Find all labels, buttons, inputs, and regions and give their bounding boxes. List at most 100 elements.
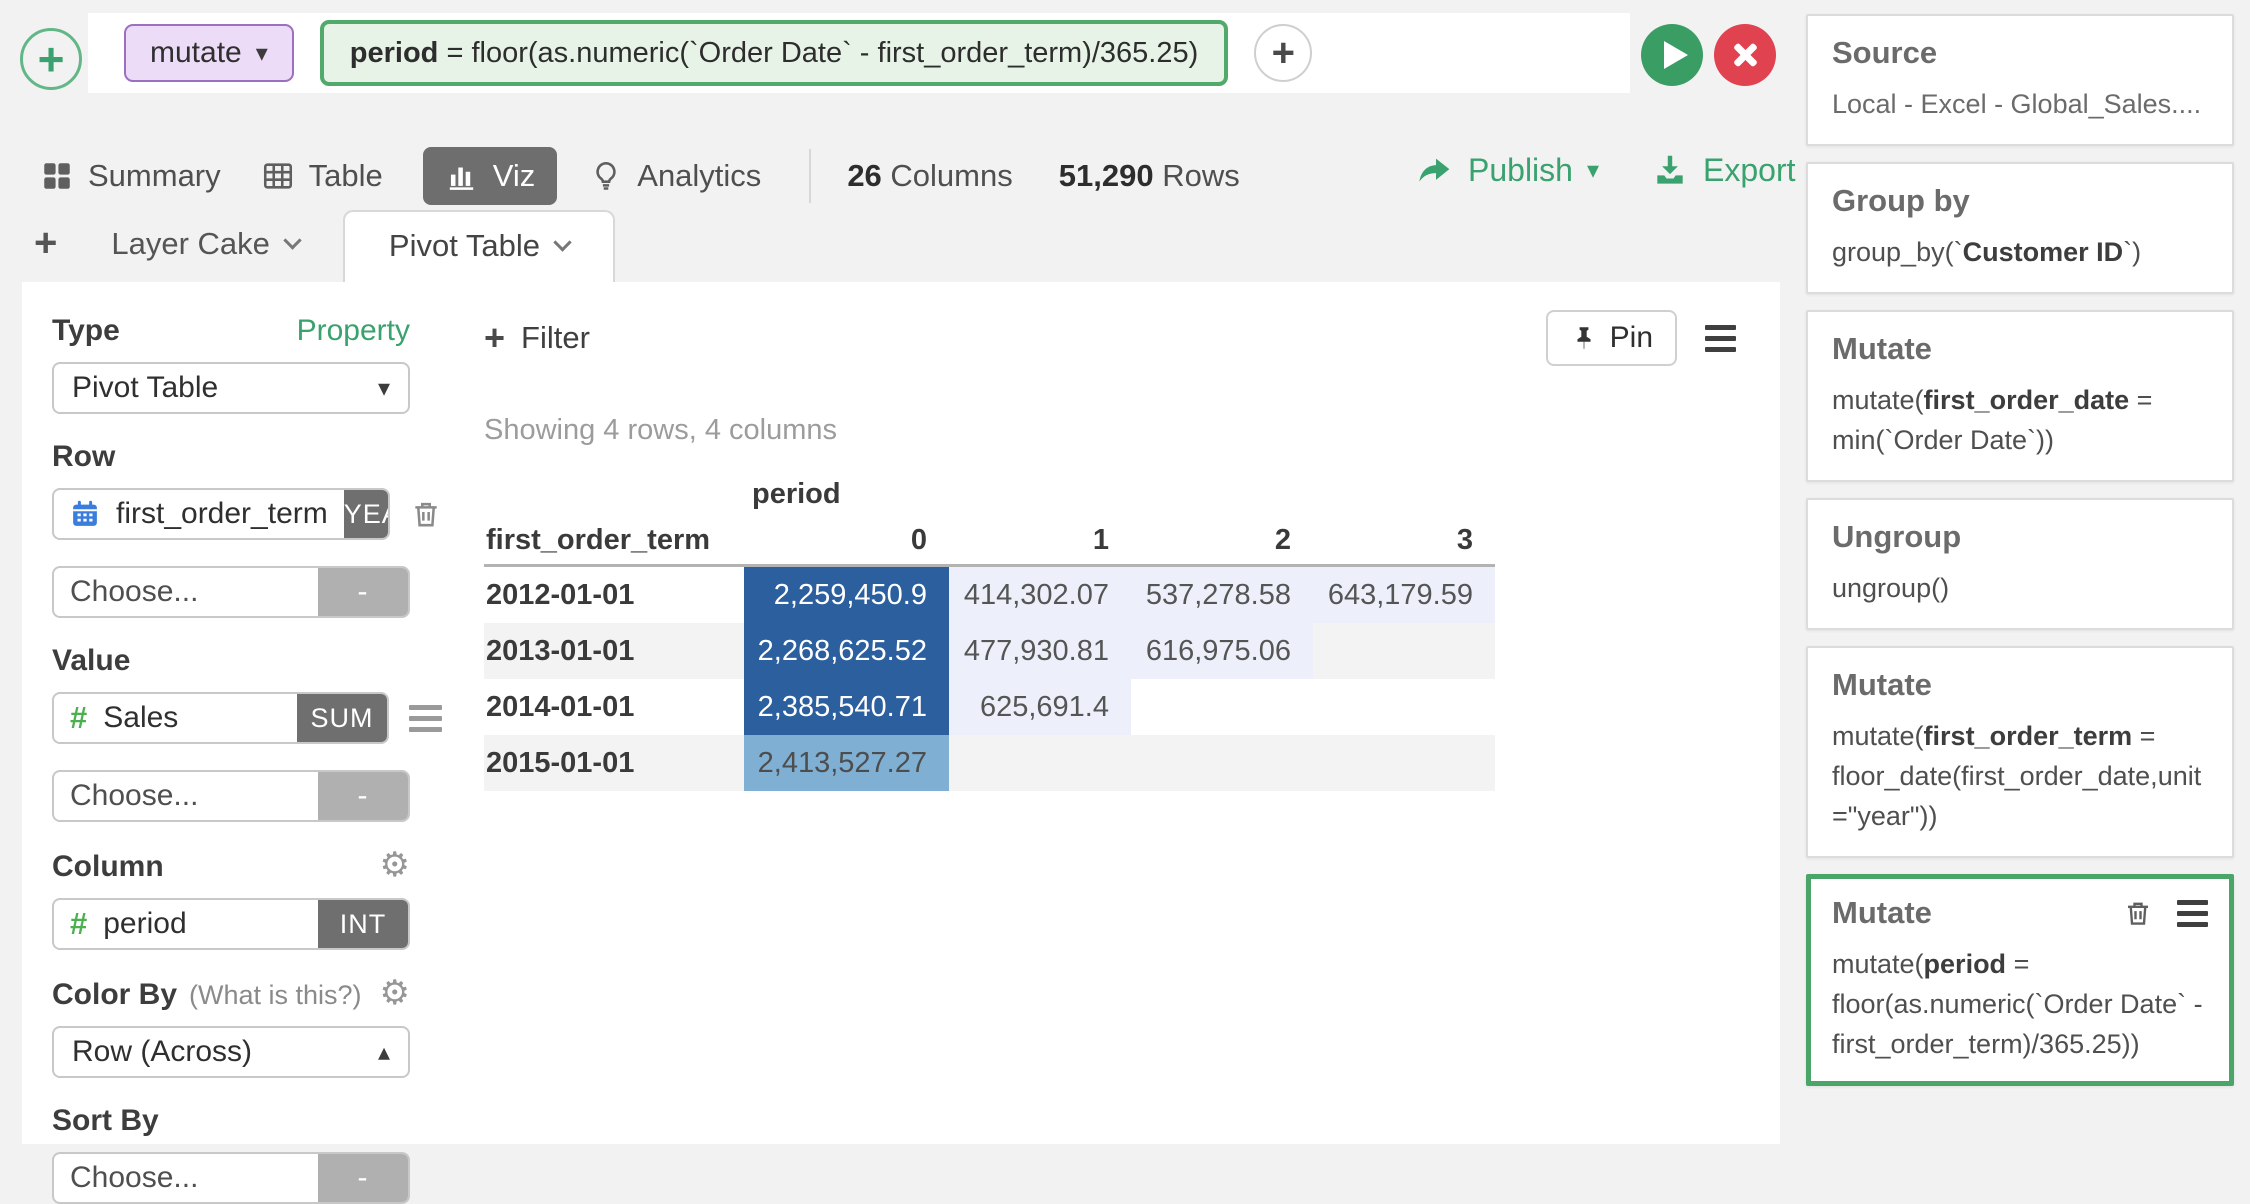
value-field-pill[interactable]: # Sales SUM (52, 692, 389, 744)
tab-summary[interactable]: Summary (40, 158, 221, 194)
tab-label: Table (309, 158, 383, 194)
row-aggregation-badge[interactable]: YEAR (344, 490, 390, 538)
trash-icon (410, 498, 442, 530)
value-field-name: Sales (103, 701, 178, 735)
run-button[interactable] (1641, 24, 1703, 86)
publish-share-icon (1414, 150, 1454, 190)
pivot-row: 2014-01-01 2,385,540.71 625,691.4 (484, 679, 1495, 735)
viz-content-panel: Type Property Pivot Table ▾ Row first_or… (22, 282, 1780, 1144)
publish-button[interactable]: Publish ▾ (1414, 150, 1599, 190)
row-header-label: first_order_term (484, 524, 744, 557)
cancel-button[interactable] (1714, 24, 1776, 86)
pivot-cell: 414,302.07 (949, 567, 1131, 623)
row-choose-pill[interactable]: Choose... - (52, 566, 410, 618)
step-card-mutate-3-selected[interactable]: Mutate mutate(period = floor(as.numeric(… (1806, 874, 2234, 1086)
pivot-cell: 537,278.58 (1131, 567, 1313, 623)
column-gear-icon[interactable]: ⚙ (380, 848, 410, 882)
color-by-gear-icon[interactable]: ⚙ (380, 976, 410, 1010)
steps-panel: Source Local - Excel - Global_Sales.... … (1806, 14, 2234, 1102)
pivot-row: 2012-01-01 2,259,450.9 414,302.07 537,27… (484, 567, 1495, 623)
step-card-group-by[interactable]: Group by group_by(`Customer ID`) (1806, 162, 2234, 294)
pivot-header-row: first_order_term 0 1 2 3 (484, 517, 1495, 567)
chart-type-select[interactable]: Pivot Table ▾ (52, 362, 410, 414)
tab-table[interactable]: Table (261, 158, 383, 194)
caret-down-icon: ▾ (378, 374, 390, 403)
step-menu-icon[interactable] (2177, 900, 2208, 927)
pivot-table: period first_order_term 0 1 2 3 2012-01-… (484, 471, 1495, 791)
pivot-cell (949, 735, 1131, 791)
chevron-down-icon (553, 233, 571, 251)
play-icon (1664, 41, 1688, 69)
tab-analytics[interactable]: Analytics (589, 158, 761, 194)
column-header: 3 (1313, 524, 1495, 557)
lightbulb-icon (589, 159, 623, 193)
pushpin-icon (1570, 324, 1598, 352)
layer-tabs: + Layer Cake Pivot Table (22, 212, 615, 282)
pivot-cell: 643,179.59 (1313, 567, 1495, 623)
property-link[interactable]: Property (297, 314, 410, 348)
step-card-mutate-2[interactable]: Mutate mutate(first_order_term = floor_d… (1806, 646, 2234, 858)
sort-by-label: Sort By (52, 1104, 159, 1138)
column-group-header: period (752, 478, 841, 511)
layer-tab-layer-cake[interactable]: Layer Cake (67, 226, 343, 282)
pivot-row: 2015-01-01 2,413,527.27 (484, 735, 1495, 791)
add-layer-button[interactable]: + (22, 221, 67, 282)
caret-down-icon: ▾ (256, 39, 268, 68)
add-column-button[interactable]: + (1254, 24, 1312, 82)
step-card-source[interactable]: Source Local - Excel - Global_Sales.... (1806, 14, 2234, 146)
row-field-pill[interactable]: first_order_term YEAR (52, 488, 390, 540)
tab-label: Analytics (637, 158, 761, 194)
value-label: Value (52, 644, 130, 678)
column-field-pill[interactable]: # period INT (52, 898, 410, 950)
caret-down-icon: ▾ (1587, 156, 1599, 185)
delete-step-button[interactable] (2123, 898, 2153, 928)
value-choose-pill[interactable]: Choose... - (52, 770, 410, 822)
step-type-dropdown[interactable]: mutate ▾ (124, 24, 294, 82)
value-menu-icon[interactable] (409, 705, 442, 732)
summary-grid-icon (40, 159, 74, 193)
column-type-badge[interactable]: INT (318, 900, 408, 948)
step-expression: mutate(first_order_term = floor_date(fir… (1832, 716, 2208, 836)
rows-count: 51,290 Rows (1059, 158, 1240, 194)
row-label: Row (52, 440, 115, 474)
column-field-name: period (103, 907, 186, 941)
pivot-view: + Filter Pin Showing 4 rows, 4 columns p… (442, 282, 1780, 1144)
remove-row-field-button[interactable] (410, 498, 442, 530)
plus-icon: + (1272, 31, 1295, 76)
formula-input[interactable]: period = floor(as.numeric(`Order Date` -… (320, 20, 1229, 86)
divider (809, 149, 811, 203)
sort-choose-pill[interactable]: Choose... - (52, 1152, 410, 1204)
add-filter-button[interactable]: + Filter (484, 317, 590, 359)
pivot-cell: 2,259,450.9 (744, 567, 949, 623)
table-icon (261, 159, 295, 193)
numeric-type-icon: # (70, 700, 87, 736)
viz-menu-icon[interactable] (1705, 325, 1736, 352)
tab-viz[interactable]: Viz (423, 147, 558, 205)
column-header: 0 (744, 524, 949, 557)
color-by-select[interactable]: Row (Across) ▴ (52, 1026, 410, 1078)
pivot-cell: 2,268,625.52 (744, 623, 949, 679)
add-step-button[interactable]: + (20, 28, 82, 90)
download-icon (1651, 151, 1689, 189)
step-card-ungroup[interactable]: Ungroup ungroup() (1806, 498, 2234, 630)
step-card-mutate-1[interactable]: Mutate mutate(first_order_date = min(`Or… (1806, 310, 2234, 482)
formula-expression: = floor(as.numeric(`Order Date` - first_… (438, 37, 1198, 69)
column-label: Column (52, 850, 164, 884)
tab-label: Summary (88, 158, 221, 194)
export-button[interactable]: Export ▾ (1651, 151, 1822, 189)
pivot-cell (1313, 735, 1495, 791)
calendar-icon (70, 499, 100, 529)
columns-count: 26 Columns (847, 158, 1012, 194)
bar-chart-icon (445, 159, 479, 193)
step-expression: mutate(period = floor(as.numeric(`Order … (1832, 944, 2208, 1064)
color-by-hint[interactable]: (What is this?) (189, 980, 362, 1011)
layer-tab-pivot-table[interactable]: Pivot Table (343, 210, 615, 282)
pivot-cell: 2,385,540.71 (744, 679, 949, 735)
pin-button[interactable]: Pin (1546, 310, 1677, 366)
close-icon (1729, 39, 1761, 71)
value-aggregation-badge[interactable]: SUM (297, 694, 387, 742)
pivot-cell: 477,930.81 (949, 623, 1131, 679)
row-field-name: first_order_term (116, 497, 328, 531)
step-expression: Local - Excel - Global_Sales.... (1832, 84, 2208, 124)
tab-label: Viz (493, 158, 536, 194)
